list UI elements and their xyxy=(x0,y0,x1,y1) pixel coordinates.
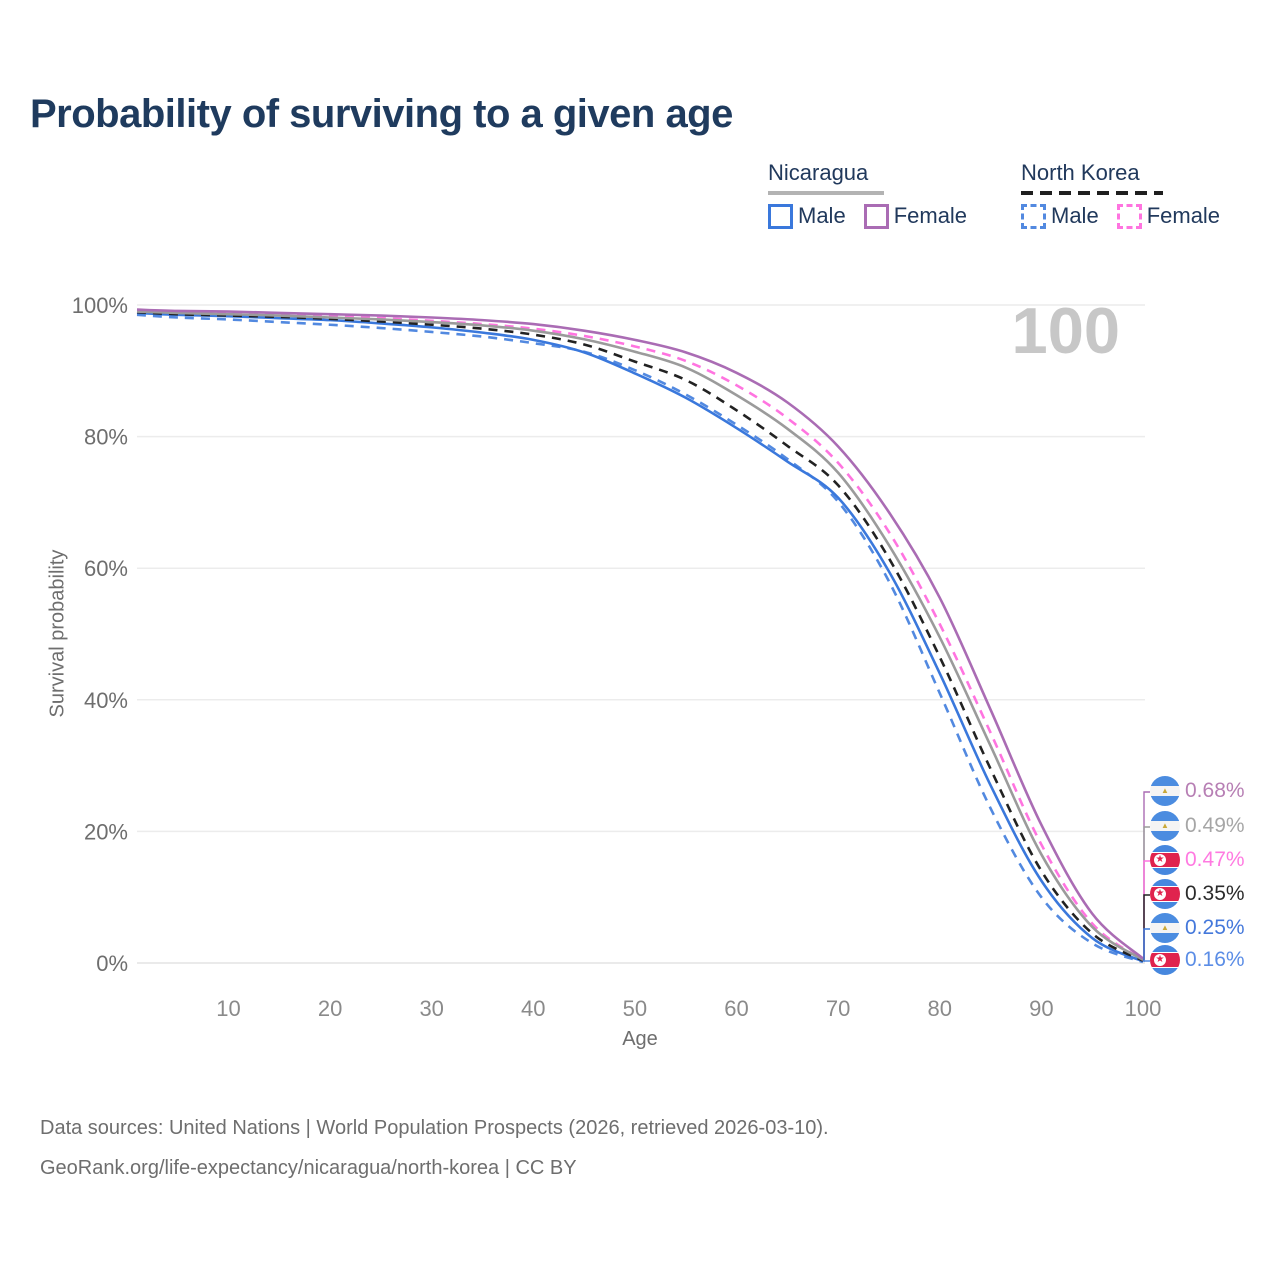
footer-url-line: GeoRank.org/life-expectancy/nicaragua/no… xyxy=(40,1157,577,1179)
y-axis-title: Survival probability xyxy=(46,549,69,718)
series-line-nicaragua-male[interactable] xyxy=(136,311,1144,963)
end-label-row-north-korea-female: ★ 0.47% xyxy=(1150,845,1245,875)
legend-swatch-nicaragua-female[interactable] xyxy=(863,203,889,229)
series-line-nicaragua-total[interactable] xyxy=(136,310,1144,961)
end-label-row-nicaragua-total: ▲ 0.49% xyxy=(1150,811,1245,841)
series-line-nicaragua-female[interactable] xyxy=(136,308,1144,960)
y-tick-80: 80% xyxy=(84,425,128,450)
legend-label-nicaragua-female[interactable]: Female xyxy=(893,203,968,228)
y-tick-20: 20% xyxy=(84,819,128,844)
legend-label-north-korea-female[interactable]: Female xyxy=(1146,203,1221,228)
legend-label-north-korea-male[interactable]: Male xyxy=(1051,203,1099,228)
legend-group-nicaragua: Nicaragua Male Female xyxy=(768,160,985,229)
end-label-value: 0.68% xyxy=(1185,779,1245,802)
north-korea-flag-icon: ★ xyxy=(1150,879,1180,909)
y-tick-0: 0% xyxy=(96,951,128,976)
legend-country-nicaragua[interactable]: Nicaragua xyxy=(768,160,869,185)
legend-swatch-nicaragua-male[interactable] xyxy=(768,203,793,229)
x-tick-10: 10 xyxy=(216,996,240,1021)
x-tick-60: 60 xyxy=(724,996,748,1021)
end-label-connector xyxy=(1143,928,1150,962)
end-label-value: 0.47% xyxy=(1185,848,1245,871)
nicaragua-flag-icon: ▲ xyxy=(1150,776,1180,806)
x-tick-50: 50 xyxy=(623,996,647,1021)
page-title: Probability of surviving to a given age xyxy=(30,92,733,136)
end-label-row-nicaragua-female: ▲ 0.68% xyxy=(1150,776,1245,806)
y-tick-40: 40% xyxy=(84,688,128,713)
footer: Data sources: United Nations | World Pop… xyxy=(40,1108,829,1188)
footer-sources-line: Data sources: United Nations | World Pop… xyxy=(40,1117,829,1139)
end-label-row-nicaragua-male: ▲ 0.25% xyxy=(1150,913,1245,943)
end-label-value: 0.25% xyxy=(1185,916,1245,939)
end-label-value: 0.35% xyxy=(1185,882,1245,905)
north-korea-flag-icon: ★ xyxy=(1150,945,1180,975)
series-line-north-korea-female[interactable] xyxy=(136,309,1144,961)
series-line-north-korea-total[interactable] xyxy=(136,310,1144,962)
y-tick-100: 100% xyxy=(72,293,128,318)
legend-country-north-korea[interactable]: North Korea xyxy=(1021,160,1140,185)
end-label-connector xyxy=(1143,960,1150,962)
x-tick-90: 90 xyxy=(1029,996,1053,1021)
x-tick-30: 30 xyxy=(419,996,443,1021)
legend-swatch-north-korea-female[interactable] xyxy=(1116,203,1142,229)
north-korea-line-swatch xyxy=(1021,191,1163,195)
legend-group-north-korea: North Korea Male Female xyxy=(1021,160,1238,229)
y-tick-60: 60% xyxy=(84,556,128,581)
legend-swatch-north-korea-male[interactable] xyxy=(1021,203,1046,229)
north-korea-flag-icon: ★ xyxy=(1150,845,1180,875)
nicaragua-line-swatch xyxy=(768,191,884,195)
series-line-north-korea-male[interactable] xyxy=(136,313,1144,964)
end-label-value: 0.49% xyxy=(1185,814,1245,837)
nicaragua-flag-icon: ▲ xyxy=(1150,811,1180,841)
end-label-row-north-korea-male: ★ 0.16% xyxy=(1150,945,1245,975)
x-tick-20: 20 xyxy=(318,996,342,1021)
legend-label-nicaragua-male[interactable]: Male xyxy=(798,203,846,228)
x-tick-80: 80 xyxy=(928,996,952,1021)
nicaragua-flag-icon: ▲ xyxy=(1150,913,1180,943)
end-label-value: 0.16% xyxy=(1185,948,1245,971)
x-tick-70: 70 xyxy=(826,996,850,1021)
x-axis-title: Age xyxy=(622,1028,658,1050)
hover-age-watermark: 100 xyxy=(1011,294,1120,367)
x-tick-100: 100 xyxy=(1125,996,1162,1021)
x-tick-40: 40 xyxy=(521,996,545,1021)
end-label-row-north-korea-total: ★ 0.35% xyxy=(1150,879,1245,909)
